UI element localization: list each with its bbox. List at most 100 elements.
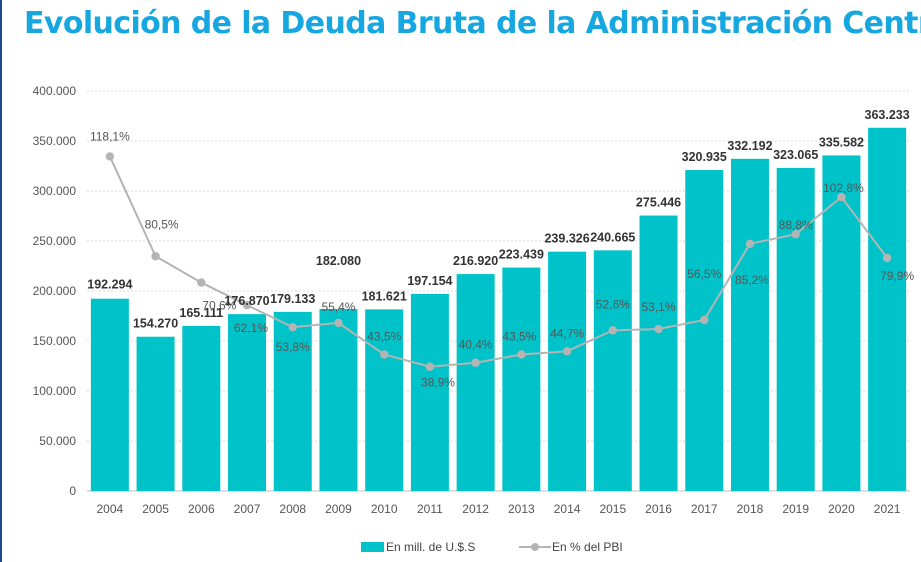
bar-2021	[868, 127, 907, 491]
bar-2014	[548, 251, 587, 491]
bar-value-label: 239.326	[544, 232, 589, 246]
pct-point-2019	[791, 230, 800, 239]
bar-2010	[365, 309, 404, 491]
y-tick-label: 0	[69, 484, 76, 498]
pct-point-2005	[151, 252, 160, 261]
pct-point-2008	[288, 322, 297, 332]
bar-2016	[639, 215, 678, 491]
pct-value-label: 62,1%	[234, 321, 268, 335]
pct-point-2020	[837, 192, 846, 202]
bar-2015	[593, 250, 632, 491]
bar-series	[90, 127, 907, 492]
pct-point-2006	[197, 278, 206, 287]
bar-2018	[730, 158, 769, 492]
bar-2005	[136, 336, 175, 491]
pct-value-label: 118,1%	[90, 129, 130, 143]
x-tick-label: 2010	[371, 502, 398, 516]
bar-value-label: 192.294	[87, 278, 132, 292]
x-tick-label: 2013	[508, 502, 535, 516]
bar-value-label: 323.065	[773, 148, 818, 162]
bar-value-label: 223.439	[499, 248, 544, 262]
x-axis-ticks: 2004 2005 2006 2007 2008 2009 2010 2011 2012 2013…	[97, 502, 901, 516]
bar-value-label: 182.080	[316, 254, 361, 268]
bar-value-label: 363.233	[865, 108, 910, 122]
pct-value-label: 79,9%	[880, 269, 914, 283]
legend-label-pct: En % del PBI	[552, 540, 623, 554]
bar-2019	[776, 167, 815, 491]
bar-value-label: 154.270	[133, 317, 178, 331]
y-tick-label: 250.000	[33, 234, 77, 248]
bar-2017	[685, 170, 724, 491]
x-tick-label: 2011	[417, 502, 443, 516]
pct-value-label: 80,5%	[145, 217, 179, 231]
legend-swatch-pct-marker	[531, 543, 539, 551]
x-tick-label: 2016	[645, 502, 672, 516]
pct-value-label: 40,4%	[459, 338, 493, 352]
pct-value-label: 70,6%	[202, 299, 236, 313]
pct-value-label: 56,5%	[687, 267, 721, 281]
left-accent-rule	[0, 0, 2, 562]
legend: En mill. de U.$.S En % del PBI	[361, 540, 623, 554]
y-tick-label: 50.000	[39, 434, 76, 448]
pct-value-label: 55,4%	[321, 300, 355, 314]
bar-2007	[228, 314, 267, 491]
x-tick-label: 2019	[782, 502, 809, 516]
bar-2009	[319, 308, 358, 491]
pct-point-2010	[379, 350, 389, 359]
bar-2012	[456, 274, 495, 491]
x-tick-label: 2004	[97, 502, 124, 516]
x-tick-label: 2005	[142, 502, 169, 516]
bar-value-label: 275.446	[636, 196, 681, 210]
pct-point-2009	[334, 318, 343, 328]
pct-point-2015	[608, 326, 618, 335]
x-tick-label: 2018	[737, 502, 764, 516]
bar-2013	[502, 267, 541, 491]
pct-point-2011	[425, 362, 435, 371]
y-tick-label: 150.000	[33, 334, 77, 348]
pct-value-label: 44,7%	[550, 326, 584, 340]
bar-value-label: 240.665	[590, 230, 635, 244]
pct-value-label: 52,6%	[596, 297, 630, 311]
pct-point-2012	[471, 358, 480, 367]
bar-value-label: 332.192	[727, 139, 772, 153]
x-tick-label: 2020	[828, 502, 855, 516]
pct-value-label: 85,2%	[735, 273, 769, 287]
line-series	[105, 152, 892, 371]
bar-value-label: 181.621	[362, 289, 407, 303]
pct-point-2007	[242, 300, 252, 310]
chart-title: Evolución de la Deuda Bruta de la Admini…	[24, 6, 921, 41]
pct-value-labels: 118,1% 80,5% 70,6% 62,1% 53,8% 55,4% 43,5% 38,9…	[90, 129, 915, 389]
y-tick-label: 100.000	[33, 384, 77, 398]
pct-value-label: 38,9%	[421, 376, 455, 390]
bar-value-label: 335.582	[819, 135, 864, 149]
pct-point-2013	[517, 350, 526, 359]
pct-point-2016	[654, 324, 663, 334]
bar-value-label: 216.920	[453, 254, 498, 268]
x-tick-label: 2012	[462, 502, 489, 516]
pct-point-2014	[562, 347, 572, 356]
pct-value-label: 88,8%	[779, 218, 813, 232]
x-tick-label: 2008	[279, 502, 306, 516]
bar-value-label: 197.154	[407, 274, 452, 288]
pct-point-2018	[745, 239, 755, 248]
bar-2006	[182, 325, 221, 491]
bar-2004	[90, 298, 129, 491]
grid-lines	[87, 90, 910, 492]
bar-value-label: 176.870	[224, 294, 269, 308]
x-tick-label: 2015	[599, 502, 626, 516]
pct-value-label: 53,1%	[642, 300, 676, 314]
bar-2020	[822, 155, 861, 491]
bar-2011	[410, 293, 449, 491]
pct-line-path	[108, 156, 888, 368]
pct-value-label: 53,8%	[276, 340, 310, 354]
y-tick-label: 400.000	[33, 84, 77, 98]
legend-label-debt: En mill. de U.$.S	[386, 540, 475, 554]
x-tick-label: 2006	[188, 502, 215, 516]
pct-point-2021	[882, 253, 892, 263]
bar-value-label: 179.133	[270, 292, 315, 306]
x-tick-label: 2017	[691, 502, 718, 516]
y-tick-label: 200.000	[33, 284, 77, 298]
pct-value-label: 43,5%	[367, 330, 401, 344]
